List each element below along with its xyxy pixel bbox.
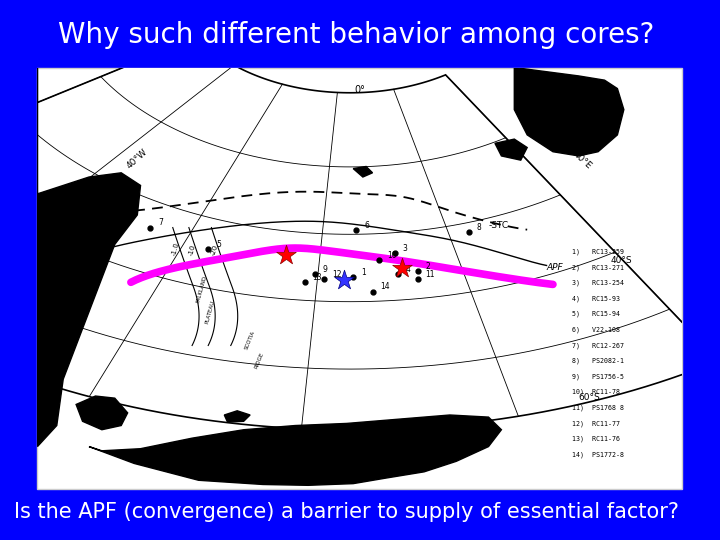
Text: 40°S: 40°S xyxy=(611,256,633,265)
Text: 10)  RC11-78: 10) RC11-78 xyxy=(572,389,621,395)
Text: 4)   RC15-93: 4) RC15-93 xyxy=(572,295,621,302)
Text: FALKLAND: FALKLAND xyxy=(196,275,208,303)
Text: 3: 3 xyxy=(402,244,408,253)
Text: 13: 13 xyxy=(312,273,323,282)
Text: 3)   RC13-254: 3) RC13-254 xyxy=(572,280,624,286)
Text: 6)   V22-108: 6) V22-108 xyxy=(572,327,621,333)
Text: 2: 2 xyxy=(426,262,430,271)
Text: 9)   PS1756-5: 9) PS1756-5 xyxy=(572,373,624,380)
Polygon shape xyxy=(495,139,527,160)
Text: 5: 5 xyxy=(216,240,221,248)
Text: -20: -20 xyxy=(210,243,220,256)
Text: -1.0: -1.0 xyxy=(171,241,181,256)
Text: 6: 6 xyxy=(364,220,369,230)
Text: 60°S: 60°S xyxy=(579,393,600,402)
Text: 0°: 0° xyxy=(354,85,365,95)
Text: 8)   PS2082-1: 8) PS2082-1 xyxy=(572,357,624,364)
Text: 12: 12 xyxy=(332,270,341,279)
Text: 2)   RC13-271: 2) RC13-271 xyxy=(572,264,624,271)
Text: -STC: -STC xyxy=(489,221,508,231)
Polygon shape xyxy=(37,68,140,447)
Text: 5)   RC15-94: 5) RC15-94 xyxy=(572,311,621,318)
Text: 11: 11 xyxy=(426,270,435,279)
Text: 9: 9 xyxy=(323,265,327,274)
Text: 4: 4 xyxy=(406,265,411,274)
Text: 11)  PS1768 8: 11) PS1768 8 xyxy=(572,404,624,411)
Text: 10: 10 xyxy=(387,251,396,260)
Text: 8: 8 xyxy=(477,222,482,232)
Polygon shape xyxy=(225,411,250,422)
Text: APF: APF xyxy=(546,262,563,272)
Polygon shape xyxy=(89,415,501,485)
Text: 14)  PS1772-8: 14) PS1772-8 xyxy=(572,451,624,458)
Text: 40°W: 40°W xyxy=(125,147,150,171)
Point xyxy=(396,263,408,272)
Text: 40°E: 40°E xyxy=(571,150,593,171)
Polygon shape xyxy=(76,396,127,430)
Text: 1)   RC13-259: 1) RC13-259 xyxy=(572,248,624,255)
Polygon shape xyxy=(514,68,624,156)
Text: 7: 7 xyxy=(158,219,163,227)
Polygon shape xyxy=(0,37,719,430)
Text: PLATEAU: PLATEAU xyxy=(204,300,216,325)
Point xyxy=(338,276,349,285)
Text: Why such different behavior among cores?: Why such different behavior among cores? xyxy=(58,21,654,49)
Text: 14: 14 xyxy=(380,282,390,292)
Text: Is the APF (convergence) a barrier to supply of essential factor?: Is the APF (convergence) a barrier to su… xyxy=(14,502,680,522)
Text: 12)  RC11-77: 12) RC11-77 xyxy=(572,420,621,427)
Text: -10: -10 xyxy=(188,244,197,256)
Point xyxy=(280,251,292,259)
Polygon shape xyxy=(354,166,372,177)
Text: 13)  RC11-76: 13) RC11-76 xyxy=(572,436,621,442)
Text: 1: 1 xyxy=(361,268,366,277)
Bar xyxy=(37,68,682,489)
Text: SCOTIA: SCOTIA xyxy=(244,330,256,350)
Text: 80°W: 80°W xyxy=(55,340,71,367)
Text: 7)   RC12-267: 7) RC12-267 xyxy=(572,342,624,349)
Text: RIDGE: RIDGE xyxy=(254,352,265,370)
